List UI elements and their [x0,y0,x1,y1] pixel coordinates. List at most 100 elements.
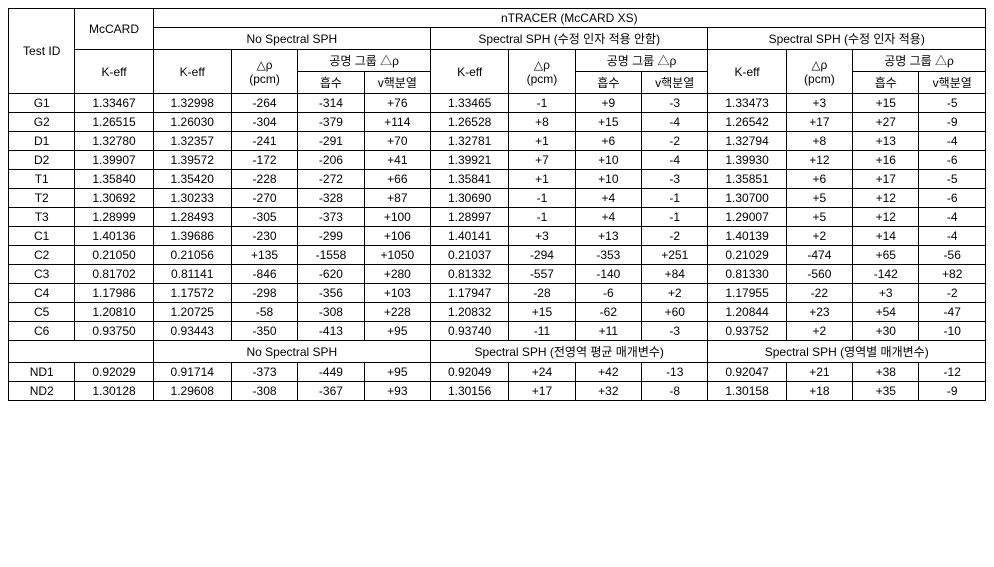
col-resgroup-b: 공명 그룹 △ρ [575,50,708,72]
table-cell: -291 [298,132,364,151]
table-cell: -305 [231,208,297,227]
table-cell: T3 [9,208,75,227]
col-sph-corr: Spectral SPH (수정 인자 적용) [708,28,986,50]
table-cell: -272 [298,170,364,189]
table-cell: +135 [231,246,297,265]
table-cell: -557 [509,265,575,284]
table-cell: +10 [575,170,641,189]
table-cell: -350 [231,322,297,341]
table-cell: +84 [642,265,708,284]
table-cell: 1.30690 [431,189,509,208]
table-cell: -560 [786,265,852,284]
table-cell: -47 [919,303,986,322]
table-cell: 0.21050 [75,246,153,265]
table-cell: 0.92047 [708,363,786,382]
table-cell: 0.92049 [431,363,509,382]
table-cell: 0.93740 [431,322,509,341]
table-cell: 1.40141 [431,227,509,246]
col-vfiss-c: v핵분열 [919,72,986,94]
table-cell: +42 [575,363,641,382]
table-cell: -230 [231,227,297,246]
table-cell: +60 [642,303,708,322]
col-no-sph-2: No Spectral SPH [153,341,430,363]
table-cell: -413 [298,322,364,341]
table-cell: +30 [853,322,919,341]
table-cell: -140 [575,265,641,284]
table-cell: +16 [853,151,919,170]
table-cell: +114 [364,113,430,132]
table-cell: D1 [9,132,75,151]
table-cell: -8 [642,382,708,401]
table-cell: -6 [919,151,986,170]
table-cell: -58 [231,303,297,322]
table-row: G11.334671.32998-264-314+761.33465-1+9-3… [9,94,986,113]
col-vfiss-a: v핵분열 [364,72,430,94]
table-cell: -5 [919,170,986,189]
table-cell: +3 [509,227,575,246]
table-cell: +17 [853,170,919,189]
table-cell: 1.17572 [153,284,231,303]
table-cell: 1.35841 [431,170,509,189]
table-cell: 0.81332 [431,265,509,284]
table-cell: 1.35840 [75,170,153,189]
table-cell: +66 [364,170,430,189]
col-keff-b: K-eff [431,50,509,94]
table-cell: 0.21037 [431,246,509,265]
table-cell: +35 [853,382,919,401]
table-body-nd: ND10.920290.91714-373-449+950.92049+24+4… [9,363,986,401]
table-cell: -379 [298,113,364,132]
table-cell: -4 [642,113,708,132]
table-cell: -620 [298,265,364,284]
table-cell: +8 [786,132,852,151]
table-cell: +2 [642,284,708,303]
col-keff-a: K-eff [153,50,231,94]
col-sph-avg: Spectral SPH (전영역 평균 매개변수) [431,341,708,363]
table-cell: -294 [509,246,575,265]
table-cell: -3 [642,94,708,113]
table-cell: -1 [642,208,708,227]
table-cell: 1.20832 [431,303,509,322]
table-cell: +87 [364,189,430,208]
table-row: D11.327801.32357-241-291+701.32781+1+6-2… [9,132,986,151]
table-cell: +41 [364,151,430,170]
table-cell: -9 [919,113,986,132]
table-cell: 1.32998 [153,94,231,113]
table-cell: 1.39907 [75,151,153,170]
table-cell: +106 [364,227,430,246]
table-cell: -56 [919,246,986,265]
table-cell: 1.40139 [708,227,786,246]
table-cell: +70 [364,132,430,151]
table-cell: 1.29007 [708,208,786,227]
table-cell: ND1 [9,363,75,382]
table-cell: 1.39686 [153,227,231,246]
table-cell: +38 [853,363,919,382]
table-cell: +82 [919,265,986,284]
table-cell: -314 [298,94,364,113]
table-cell: T2 [9,189,75,208]
table-cell: -11 [509,322,575,341]
table-cell: 0.91714 [153,363,231,382]
table-cell: -13 [642,363,708,382]
col-abs-a: 흡수 [298,72,364,94]
table-cell: 1.39930 [708,151,786,170]
table-cell: +12 [853,189,919,208]
table-cell: -1 [509,208,575,227]
table-cell: 0.81702 [75,265,153,284]
col-vfiss-b: v핵분열 [642,72,708,94]
table-cell: 1.20844 [708,303,786,322]
table-cell: +24 [509,363,575,382]
table-cell: -308 [298,303,364,322]
table-cell: +3 [853,284,919,303]
table-cell: +11 [575,322,641,341]
table-cell: -172 [231,151,297,170]
col-mccard: McCARD [75,9,153,50]
table-header: Test ID McCARD nTRACER (McCARD XS) No Sp… [9,9,986,94]
table-body-main: G11.334671.32998-264-314+761.33465-1+9-3… [9,94,986,341]
table-cell: -241 [231,132,297,151]
table-cell: G2 [9,113,75,132]
col-dp-b: △ρ(pcm) [509,50,575,94]
table-cell: +15 [509,303,575,322]
table-cell: +4 [575,189,641,208]
table-cell: 1.30156 [431,382,509,401]
table-cell: 0.93752 [708,322,786,341]
